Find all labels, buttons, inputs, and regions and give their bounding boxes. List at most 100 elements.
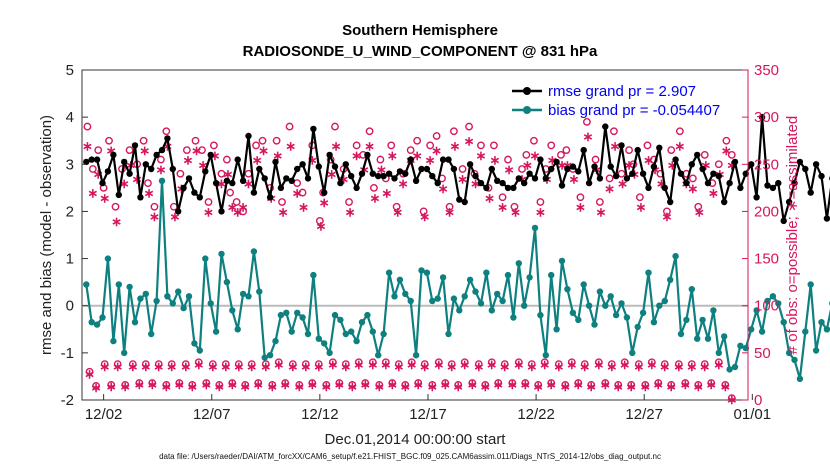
bias-point [131,319,139,326]
obs-assimilated-low-marker: ∗ [513,357,524,372]
obs-possible-marker [663,207,671,216]
obs-assimilated-low-marker: ∗ [112,359,123,374]
bias-point [337,316,344,324]
legend-bias-label: bias grand pr = -0.054407 [548,102,720,119]
obs-assimilated-low-marker: ∗ [260,359,271,374]
obs-possible-low-marker [580,360,589,369]
obs-assimilated-marker: ∗ [364,138,375,153]
rmse-point [645,184,652,192]
obs-assimilated-marker: ∗ [661,209,672,224]
obs-assimilated-marker: ∗ [708,186,719,201]
obs-assimilated-low-marker: ∗ [546,377,557,392]
bias-point [456,307,463,314]
bias-point [618,300,625,307]
rmse-point [266,194,274,201]
bias-point [99,314,106,321]
y-left-tick-label: 3 [66,156,74,173]
obs-possible-low-marker [574,379,583,387]
bias-point [591,321,598,328]
obs-assimilated-low-marker: ∗ [273,357,284,372]
bias-point [185,293,193,300]
rmse-point [239,177,247,184]
x-tick-label: 12/27 [625,406,663,423]
y-right-tick-label: 150 [754,251,779,268]
rmse-point [315,163,322,170]
bias-point [364,311,371,319]
obs-assimilated-marker: ∗ [162,138,173,153]
obs-possible-low-marker [707,379,716,387]
obs-possible-low-marker [494,379,503,387]
bias-point [391,293,398,300]
obs-assimilated-marker: ∗ [656,176,667,191]
rmse-point [823,215,830,222]
bias-point [418,267,425,274]
obs-possible-low-marker [295,381,304,389]
bias-point [229,307,236,314]
obs-possible-low-marker [301,360,310,369]
obs-possible-low-marker [420,360,429,369]
bias-point [483,269,490,276]
obs-possible-marker [576,193,585,202]
rmse-point [623,175,631,182]
obs-possible-marker [700,150,709,159]
obs-possible-low-marker [202,379,211,387]
bias-point [726,366,733,373]
obs-possible-marker [536,198,545,206]
bias-point [412,352,420,359]
obs-possible-marker [625,146,633,155]
obs-assimilated-marker: ∗ [315,219,326,234]
rmse-point [88,156,95,163]
obs-assimilated-marker: ∗ [557,157,568,172]
obs-assimilated-low-marker: ∗ [227,377,238,392]
bias-point [158,177,166,184]
rmse-point [304,175,312,182]
obs-assimilated-marker: ∗ [444,204,455,219]
obs-assimilated-marker: ∗ [398,176,409,191]
obs-possible-low-marker [660,360,669,369]
bias-point [683,316,690,324]
bias-point [721,333,728,340]
obs-possible-marker [722,136,731,145]
rmse-point [218,208,225,215]
bias-point [202,255,209,262]
obs-possible-low-marker [394,360,403,369]
obs-assimilated-low-marker: ∗ [233,359,244,374]
obs-assimilated-marker: ∗ [99,190,110,205]
rmse-point [758,113,766,121]
bias-point [375,352,382,359]
obs-assimilated-marker: ∗ [351,148,362,163]
obs-assimilated-low-marker: ∗ [327,357,338,372]
obs-possible-marker [139,136,148,145]
bias-point [477,300,485,307]
obs-possible-low-marker [667,381,676,389]
obs-possible-marker [406,146,415,155]
obs-possible-low-marker [375,381,384,389]
rmse-point [477,179,485,187]
rmse-point [667,198,674,206]
obs-assimilated-low-marker: ∗ [207,359,218,374]
bias-point [542,352,549,359]
obs-assimilated-marker: ∗ [610,138,621,153]
bias-point [639,309,647,316]
obs-assimilated-marker: ∗ [111,214,122,229]
obs-assimilated-low-marker: ∗ [507,377,518,392]
bias-series-line [85,179,830,380]
obs-assimilated-marker: ∗ [272,148,283,163]
rmse-point [429,172,436,180]
obs-assimilated-low-marker: ∗ [353,357,364,372]
rmse-point [294,165,301,173]
obs-possible-marker [458,165,467,173]
rmse-point [110,151,117,159]
rmse-point [639,170,647,177]
obs-assimilated-low-marker: ∗ [499,359,510,374]
bias-point [407,297,414,305]
obs-possible-low-marker [434,358,443,367]
obs-possible-low-marker [454,381,463,389]
bias-point [667,276,674,283]
obs-possible-marker [272,136,281,145]
obs-assimilated-marker: ∗ [517,171,528,186]
bias-point [515,260,522,267]
obs-assimilated-marker: ∗ [252,153,263,168]
obs-assimilated-marker: ∗ [144,186,155,201]
bias-point [304,330,312,338]
